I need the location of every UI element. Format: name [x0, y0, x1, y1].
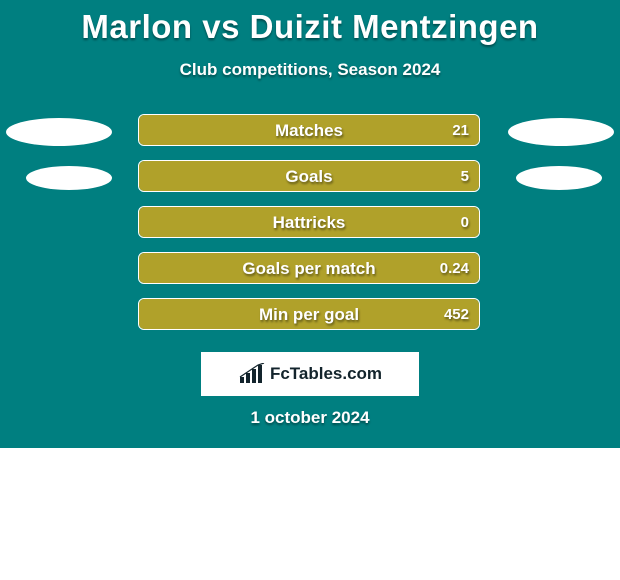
left-badge	[6, 118, 112, 146]
stat-value: 0	[461, 207, 469, 238]
right-badge	[508, 118, 614, 146]
stat-label: Matches	[139, 115, 479, 146]
stat-bar: Hattricks0	[138, 206, 480, 238]
bottom-white-area	[0, 448, 620, 580]
stat-value: 21	[452, 115, 469, 146]
comparison-card: Marlon vs Duizit Mentzingen Club competi…	[0, 0, 620, 580]
stat-label: Goals per match	[139, 253, 479, 284]
left-badge	[26, 166, 112, 190]
stat-bar: Goals per match0.24	[138, 252, 480, 284]
stat-bar: Goals5	[138, 160, 480, 192]
page-title: Marlon vs Duizit Mentzingen	[0, 0, 620, 46]
stat-value: 452	[444, 299, 469, 330]
stat-label: Hattricks	[139, 207, 479, 238]
brand-box[interactable]: FcTables.com	[201, 352, 419, 396]
right-badge	[516, 166, 602, 190]
stat-label: Min per goal	[139, 299, 479, 330]
stat-row: Hattricks0	[0, 206, 620, 252]
stat-row: Min per goal452	[0, 298, 620, 344]
stat-label: Goals	[139, 161, 479, 192]
brand-chart-icon	[238, 363, 266, 385]
stat-row: Goals per match0.24	[0, 252, 620, 298]
stat-value: 0.24	[440, 253, 469, 284]
stat-row: Goals5	[0, 160, 620, 206]
page-subtitle: Club competitions, Season 2024	[0, 60, 620, 80]
stat-row: Matches21	[0, 114, 620, 160]
date-line: 1 october 2024	[0, 408, 620, 428]
stat-bar: Min per goal452	[138, 298, 480, 330]
stat-bar: Matches21	[138, 114, 480, 146]
stat-rows: Matches21 Goals5 Hattricks0 Goals per match…	[0, 114, 620, 344]
brand-label: FcTables.com	[270, 364, 382, 384]
stat-value: 5	[461, 161, 469, 192]
